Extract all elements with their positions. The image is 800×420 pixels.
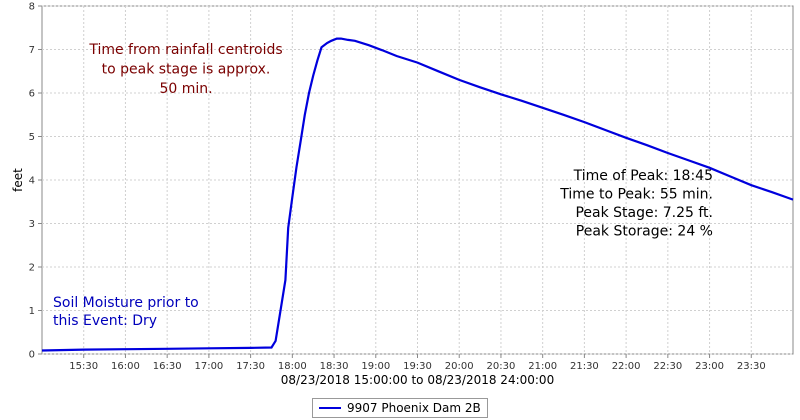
x-tick-label: 16:30 [153, 361, 182, 372]
x-tick-label: 23:30 [737, 361, 766, 372]
legend-swatch [319, 407, 341, 409]
series-line-phoenix-dam-2b [41, 37, 794, 352]
line-chart: 0 1 2 3 4 5 6 7 8 15:30 16:00 16:30 17:00 17:30 18:00… [11, 2, 794, 387]
x-axis-ticks: 15:30 16:00 16:30 17:00 17:30 18:00 18:30 19:00… [69, 354, 766, 372]
annotation-0-line: 50 min. [159, 81, 212, 97]
x-tick-label: 16:00 [111, 361, 140, 372]
y-tick-label: 3 [29, 219, 35, 230]
annotation-1-line: Peak Stage: 7.25 ft. [575, 205, 713, 221]
y-tick-label: 7 [29, 45, 35, 56]
y-tick-label: 1 [29, 306, 35, 317]
x-tick-label: 22:00 [612, 361, 641, 372]
annotation-1-line: Time of Peak: 18:45 [573, 168, 713, 184]
annotation-2-line: Soil Moisture prior to [53, 295, 199, 311]
x-tick-label: 17:30 [236, 361, 265, 372]
y-tick-label: 0 [29, 350, 35, 361]
y-tick-label: 6 [29, 89, 35, 100]
y-tick-label: 4 [29, 176, 35, 187]
x-tick-label: 21:30 [570, 361, 599, 372]
legend-label: 9907 Phoenix Dam 2B [347, 401, 481, 415]
x-tick-label: 18:30 [320, 361, 349, 372]
y-tick-label: 8 [29, 2, 35, 13]
y-axis-ticks: 0 1 2 3 4 5 6 7 8 [29, 2, 42, 361]
annotation-1-line: Time to Peak: 55 min. [559, 187, 713, 203]
annotations: Time from rainfall centroids to peak stag… [53, 42, 713, 329]
x-tick-label: 19:00 [361, 361, 390, 372]
x-tick-label: 20:00 [445, 361, 474, 372]
annotation-2-line: this Event: Dry [53, 313, 157, 329]
x-tick-label: 18:00 [278, 361, 307, 372]
annotation-0-line: Time from rainfall centroids [88, 42, 282, 58]
grid-lines [42, 5, 793, 355]
x-tick-label: 22:30 [653, 361, 682, 372]
x-tick-label: 23:00 [695, 361, 724, 372]
x-tick-label: 15:30 [69, 361, 98, 372]
x-tick-label: 21:00 [528, 361, 557, 372]
y-tick-label: 2 [29, 263, 35, 274]
legend: 9907 Phoenix Dam 2B [312, 398, 488, 418]
annotation-0-line: to peak stage is approx. [102, 62, 271, 78]
x-tick-label: 19:30 [403, 361, 432, 372]
x-axis-title: 08/23/2018 15:00:00 to 08/23/2018 24:00:… [281, 373, 554, 387]
x-tick-label: 17:00 [194, 361, 223, 372]
y-axis-title: feet [11, 168, 25, 192]
y-tick-label: 5 [29, 132, 35, 143]
x-tick-label: 20:30 [487, 361, 516, 372]
annotation-1-line: Peak Storage: 24 % [576, 224, 713, 240]
